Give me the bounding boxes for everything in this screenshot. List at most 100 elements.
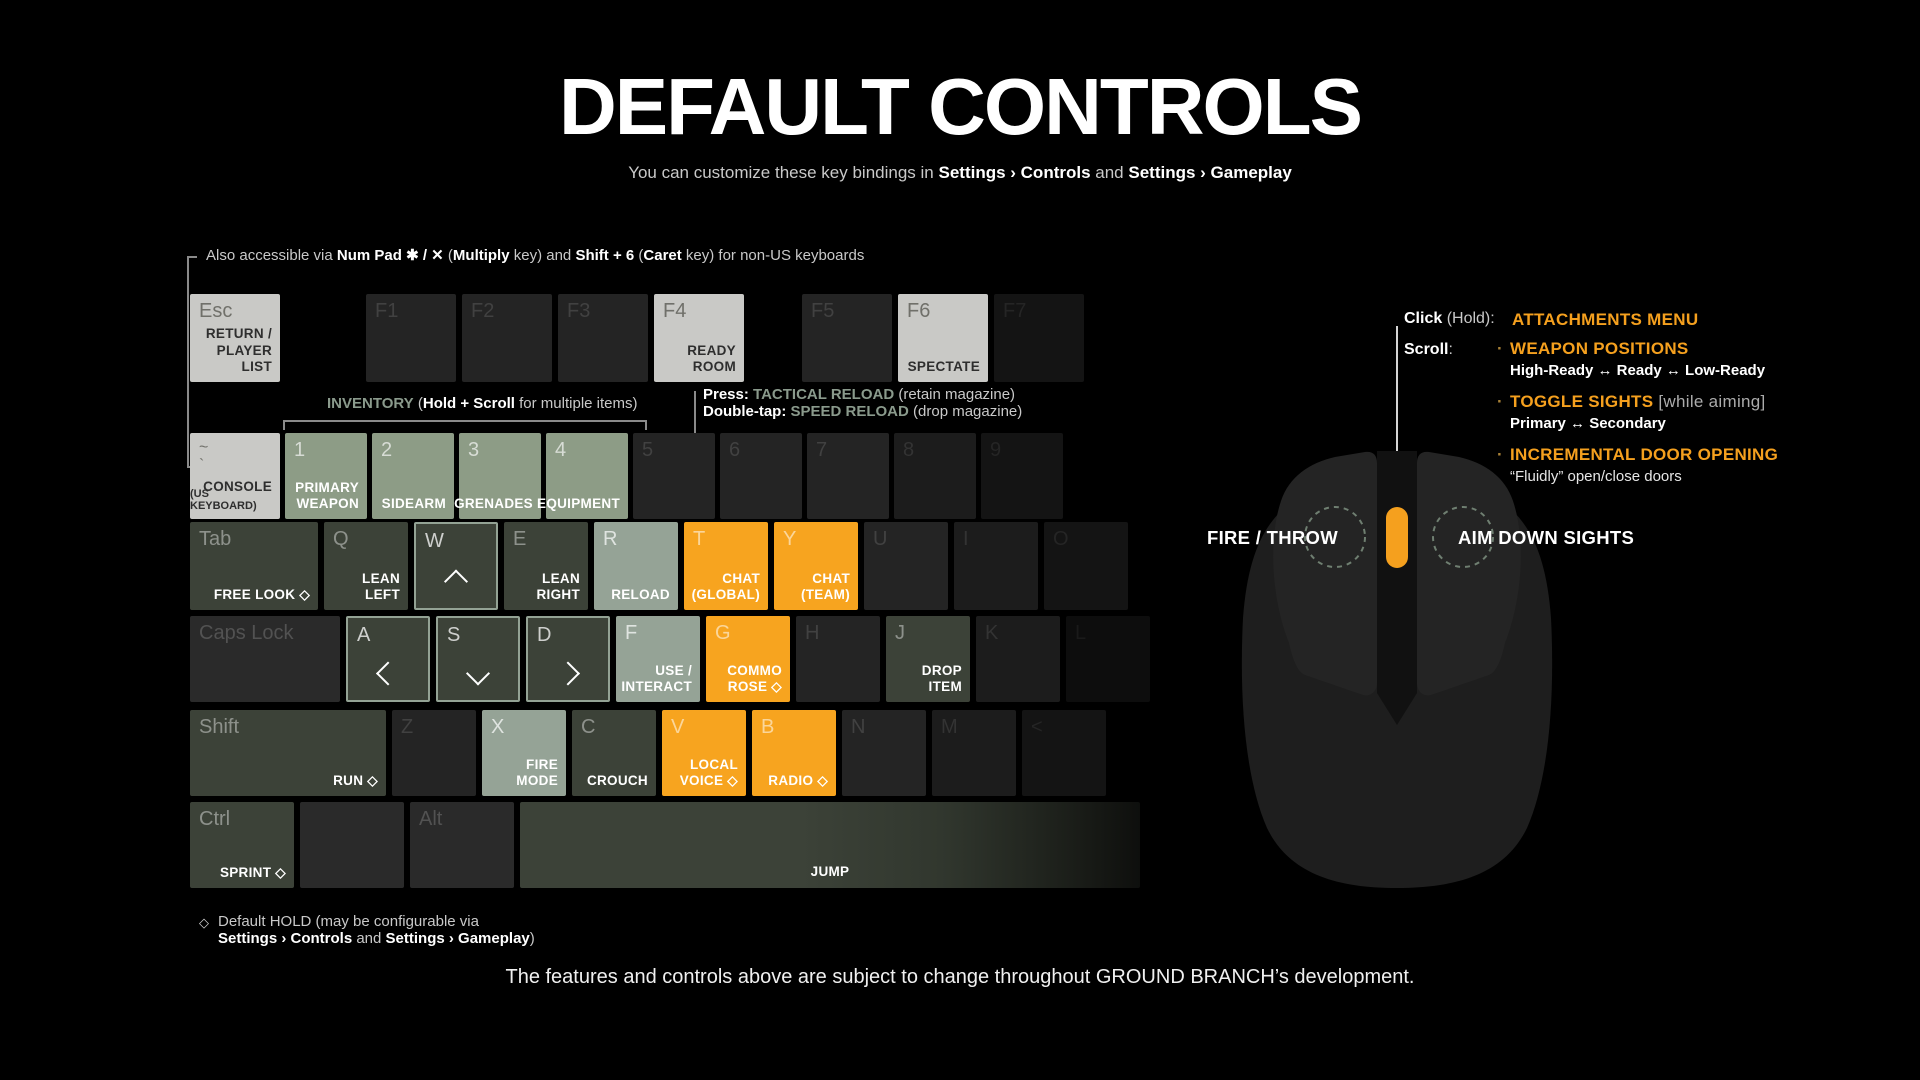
key-3: 3 GRENADES <box>454 433 541 519</box>
key-legend: 5 <box>642 439 654 461</box>
key-action-label: RUN ◇ <box>333 772 378 788</box>
key-7: 7 <box>807 433 889 519</box>
key-d: D <box>526 616 610 702</box>
key-legend: < <box>1031 716 1043 738</box>
key-legend: F5 <box>811 300 835 322</box>
key-legend: J <box>895 622 905 644</box>
key-action-label: FREE LOOK ◇ <box>213 586 310 602</box>
key-x: X FIRE MODE <box>482 710 566 796</box>
key-legend: S <box>447 624 461 646</box>
key-legend: 6 <box>729 439 741 461</box>
key-spacebar: JUMP <box>520 802 1140 888</box>
key-legend: F2 <box>471 300 495 322</box>
mouse-click-binding: ATTACHMENTS MENU <box>1512 310 1699 329</box>
right-mouse-button-label: AIM DOWN SIGHTS <box>1458 527 1635 548</box>
chevron-up-icon <box>443 569 469 594</box>
key-o: O <box>1044 522 1128 610</box>
key-f6: F6 SPECTATE <box>898 294 988 382</box>
key-k: K <box>976 616 1060 702</box>
key-2: 2 SIDEARM <box>372 433 454 519</box>
hold-note-line1: Default HOLD (may be configurable via <box>218 913 479 930</box>
key-legend: C <box>581 716 596 738</box>
scroll-wheel <box>1386 507 1408 568</box>
key-legend: I <box>963 528 969 550</box>
key-legend: ~ ` <box>199 439 209 475</box>
key-8: 8 <box>894 433 976 519</box>
key-legend: F4 <box>663 300 687 322</box>
bullet-icon: · <box>1497 445 1503 464</box>
key-f: F USE / INTERACT <box>616 616 700 702</box>
key-legend: L <box>1075 622 1087 644</box>
scroll-binding-desc: High-Ready ↔ Ready ↔ Low-Ready <box>1510 362 1766 379</box>
scroll-binding-title-text: INCREMENTAL DOOR OPENING <box>1509 445 1779 464</box>
key-y: Y CHAT (TEAM) <box>774 522 858 610</box>
key-comma: < <box>1022 710 1106 796</box>
key-action-label: READY ROOM <box>687 342 736 374</box>
key-action-sublabel: (US KEYBOARD) <box>190 488 257 512</box>
numpad-note-bracket-top <box>187 256 197 258</box>
chevron-left-icon <box>375 661 401 686</box>
key-h: H <box>796 616 880 702</box>
key-alt: Alt <box>410 802 514 888</box>
key-tilde: ~ ` CONSOLE (US KEYBOARD) <box>190 433 280 519</box>
key-s: S <box>436 616 520 702</box>
keyboard-function-row: Esc RETURN / PLAYER LIST F1 F2 F3 F4 READY… <box>190 294 1084 382</box>
inventory-bracket-left-tick <box>283 420 285 430</box>
key-action-label: SIDEARM <box>381 495 446 511</box>
key-b: B RADIO ◇ <box>752 710 836 796</box>
key-legend: G <box>715 622 731 644</box>
keyboard-modifier-row: Ctrl SPRINT ◇ Alt JUMP <box>190 802 1140 888</box>
key-9: 9 <box>981 433 1063 519</box>
key-e: E LEAN RIGHT <box>504 522 588 610</box>
key-4: 4 EQUIPMENT <box>537 433 628 519</box>
hold-note-line2: Settings › Controls and Settings › Gamep… <box>218 930 535 947</box>
key-f5: F5 <box>802 294 892 382</box>
key-action-label: GRENADES <box>454 495 533 511</box>
inventory-bracket-right-tick <box>645 420 647 430</box>
scroll-binding-title-text: TOGGLE SIGHTS [while aiming] <box>1509 392 1766 411</box>
scroll-wheel-connector-line <box>1396 326 1398 508</box>
key-win <box>300 802 404 888</box>
scroll-binding-desc: “Fluidly” open/close doors <box>1510 468 1682 485</box>
key-legend: Y <box>783 528 797 550</box>
key-f3: F3 <box>558 294 648 382</box>
mouse-scroll-bindings: · WEAPON POSITIONS High-Ready ↔ Ready ↔ L… <box>1497 339 1917 498</box>
key-legend: Tab <box>199 528 232 550</box>
key-legend: H <box>805 622 820 644</box>
key-f7: F7 <box>994 294 1084 382</box>
key-legend: M <box>941 716 958 738</box>
key-legend: F1 <box>375 300 399 322</box>
key-g: G COMMO ROSE ◇ <box>706 616 790 702</box>
key-legend: D <box>537 624 552 646</box>
key-t: T CHAT (GLOBAL) <box>684 522 768 610</box>
key-action-label: LOCAL VOICE ◇ <box>679 756 738 788</box>
key-legend: B <box>761 716 775 738</box>
key-legend: T <box>693 528 706 550</box>
inventory-bracket <box>283 420 647 422</box>
key-m: M <box>932 710 1016 796</box>
keyboard: Esc RETURN / PLAYER LIST F1 F2 F3 F4 READY… <box>190 294 1350 890</box>
key-action-label: CHAT (GLOBAL) <box>691 570 760 602</box>
key-n: N <box>842 710 926 796</box>
scroll-binding-item: · TOGGLE SIGHTS [while aiming] Primary ↔ … <box>1497 392 1917 432</box>
key-i: I <box>954 522 1038 610</box>
key-c: C CROUCH <box>572 710 656 796</box>
key-legend: 7 <box>816 439 828 461</box>
key-legend: F3 <box>567 300 591 322</box>
key-action-label: RADIO ◇ <box>768 772 828 788</box>
scroll-binding-item: · WEAPON POSITIONS High-Ready ↔ Ready ↔ L… <box>1497 339 1917 379</box>
key-legend: Shift <box>199 716 240 738</box>
key-legend: Z <box>401 716 414 738</box>
key-legend: W <box>425 530 444 552</box>
key-f4: F4 READY ROOM <box>654 294 744 382</box>
numpad-note: Also accessible via Num Pad ✱ / ✕ (Multi… <box>206 247 865 264</box>
key-action-label: USE / INTERACT <box>621 662 692 694</box>
chevron-down-icon <box>465 661 491 686</box>
key-5: 5 <box>633 433 715 519</box>
key-action-label: SPECTATE <box>907 358 980 374</box>
key-a: A <box>346 616 430 702</box>
key-tab: Tab FREE LOOK ◇ <box>190 522 318 610</box>
hold-default-note: ◇ Default HOLD (may be configurable via … <box>199 913 535 947</box>
key-action-label: COMMO ROSE ◇ <box>727 662 782 694</box>
